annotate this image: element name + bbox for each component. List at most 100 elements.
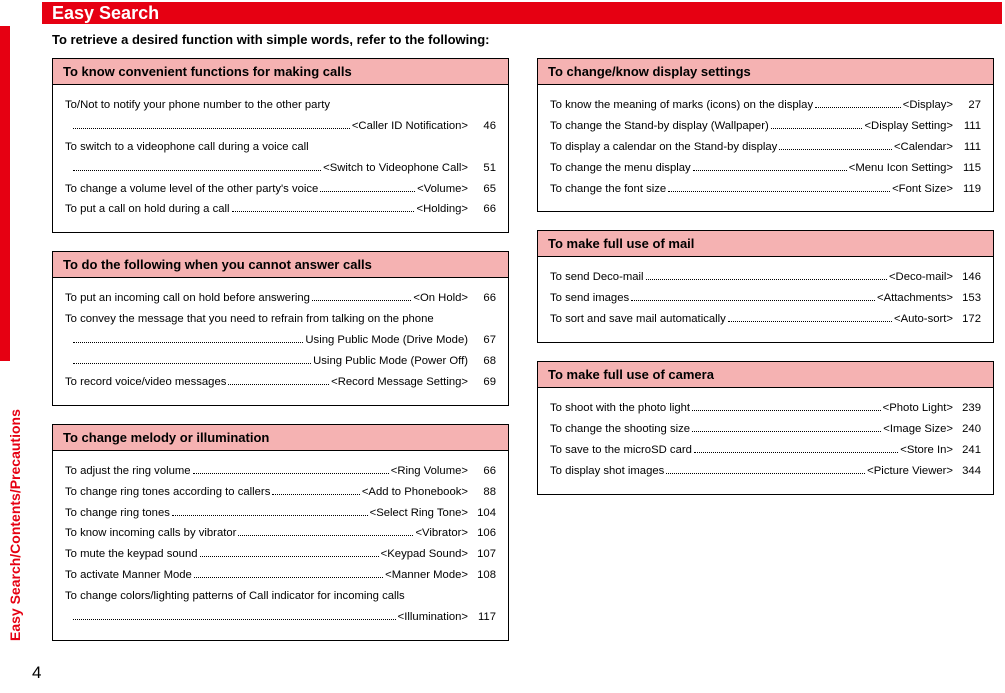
section-body: To adjust the ring volume <Ring Volume>6… xyxy=(53,451,508,640)
toc-ref: <Keypad Sound> xyxy=(381,544,468,565)
toc-row: <Caller ID Notification>46 xyxy=(65,116,496,137)
toc-text: To convey the message that you need to r… xyxy=(65,309,434,330)
page: Easy Search Easy Search/Contents/Precaut… xyxy=(0,0,1005,693)
toc-page: 241 xyxy=(955,440,981,461)
section-body: To send Deco-mail <Deco-mail>146To send … xyxy=(538,257,993,342)
section-body: To/Not to notify your phone number to th… xyxy=(53,85,508,232)
toc-page: 67 xyxy=(470,330,496,351)
toc-ref: <Illumination> xyxy=(398,607,468,628)
toc-page: 66 xyxy=(470,461,496,482)
toc-row: To know the meaning of marks (icons) on … xyxy=(550,95,981,116)
toc-row: To change the font size <Font Size>119 xyxy=(550,179,981,200)
toc-page: 68 xyxy=(470,351,496,372)
toc-dots xyxy=(693,170,847,171)
section-cannot-answer: To do the following when you cannot answ… xyxy=(52,251,509,405)
toc-page: 104 xyxy=(470,503,496,524)
toc-ref: <Switch to Videophone Call> xyxy=(323,158,468,179)
toc-dots xyxy=(73,170,321,171)
toc-dots xyxy=(815,107,901,108)
toc-page: 344 xyxy=(955,461,981,482)
toc-dots xyxy=(312,300,411,301)
toc-row: To change colors/lighting patterns of Ca… xyxy=(65,586,496,607)
toc-text: To change colors/lighting patterns of Ca… xyxy=(65,586,405,607)
toc-dots xyxy=(646,279,887,280)
toc-ref: <Attachments> xyxy=(877,288,953,309)
toc-row: To save to the microSD card <Store In>24… xyxy=(550,440,981,461)
toc-page: 115 xyxy=(955,158,981,179)
toc-row: To display shot images <Picture Viewer>3… xyxy=(550,461,981,482)
right-column: To change/know display settings To know … xyxy=(537,58,994,641)
page-header: Easy Search xyxy=(42,2,1002,24)
toc-row: To send images <Attachments>153 xyxy=(550,288,981,309)
section-body: To put an incoming call on hold before a… xyxy=(53,278,508,404)
toc-row: To change the Stand-by display (Wallpape… xyxy=(550,116,981,137)
toc-text: To save to the microSD card xyxy=(550,440,692,461)
toc-text: To sort and save mail automatically xyxy=(550,309,726,330)
toc-ref: <Picture Viewer> xyxy=(867,461,953,482)
toc-ref: <Volume> xyxy=(417,179,468,200)
toc-dots xyxy=(200,556,379,557)
section-mail: To make full use of mail To send Deco-ma… xyxy=(537,230,994,343)
toc-text: To change ring tones xyxy=(65,503,170,524)
side-tab-label: Easy Search/Contents/Precautions xyxy=(0,360,30,690)
toc-ref: <Display Setting> xyxy=(864,116,953,137)
toc-ref: <Calendar> xyxy=(894,137,953,158)
toc-row: <Switch to Videophone Call>51 xyxy=(65,158,496,179)
page-header-title: Easy Search xyxy=(52,3,159,23)
toc-dots xyxy=(728,321,892,322)
toc-row: To change ring tones according to caller… xyxy=(65,482,496,503)
toc-ref: <Display> xyxy=(903,95,953,116)
toc-page: 65 xyxy=(470,179,496,200)
toc-ref: <Record Message Setting> xyxy=(331,372,468,393)
toc-text: To send images xyxy=(550,288,629,309)
toc-dots xyxy=(73,363,311,364)
toc-ref: Using Public Mode (Power Off) xyxy=(313,351,468,372)
toc-dots xyxy=(666,473,865,474)
toc-text: To put an incoming call on hold before a… xyxy=(65,288,310,309)
toc-row: To change the shooting size <Image Size>… xyxy=(550,419,981,440)
toc-ref: <Select Ring Tone> xyxy=(370,503,468,524)
toc-text: To mute the keypad sound xyxy=(65,544,198,565)
left-column: To know convenient functions for making … xyxy=(52,58,509,641)
page-number: 4 xyxy=(32,663,41,683)
toc-dots xyxy=(172,515,368,516)
toc-ref: <Image Size> xyxy=(883,419,953,440)
toc-text: To change the shooting size xyxy=(550,419,690,440)
toc-page: 51 xyxy=(470,158,496,179)
toc-dots xyxy=(73,619,396,620)
section-body: To know the meaning of marks (icons) on … xyxy=(538,85,993,211)
toc-row: To send Deco-mail <Deco-mail>146 xyxy=(550,267,981,288)
toc-page: 117 xyxy=(470,607,496,628)
toc-row: To display a calendar on the Stand-by di… xyxy=(550,137,981,158)
toc-page: 146 xyxy=(955,267,981,288)
toc-ref: <Menu Icon Setting> xyxy=(849,158,953,179)
toc-text: To adjust the ring volume xyxy=(65,461,191,482)
toc-ref: <Deco-mail> xyxy=(889,267,953,288)
toc-ref: <Auto-sort> xyxy=(894,309,953,330)
toc-dots xyxy=(194,577,383,578)
toc-dots xyxy=(779,149,892,150)
toc-ref: <Font Size> xyxy=(892,179,953,200)
toc-text: To know the meaning of marks (icons) on … xyxy=(550,95,813,116)
toc-ref: <Store In> xyxy=(900,440,953,461)
section-camera: To make full use of camera To shoot with… xyxy=(537,361,994,495)
toc-row: To activate Manner Mode <Manner Mode>108 xyxy=(65,565,496,586)
toc-text: To put a call on hold during a call xyxy=(65,199,230,220)
toc-row: Using Public Mode (Power Off)68 xyxy=(65,351,496,372)
toc-page: 239 xyxy=(955,398,981,419)
toc-row: To change the menu display <Menu Icon Se… xyxy=(550,158,981,179)
toc-dots xyxy=(631,300,875,301)
toc-ref: <Manner Mode> xyxy=(385,565,468,586)
toc-ref: <Add to Phonebook> xyxy=(362,482,468,503)
toc-text: To change the font size xyxy=(550,179,666,200)
toc-row: Using Public Mode (Drive Mode)67 xyxy=(65,330,496,351)
toc-dots xyxy=(694,452,898,453)
toc-row: To know incoming calls by vibrator <Vibr… xyxy=(65,523,496,544)
toc-ref: <On Hold> xyxy=(413,288,468,309)
toc-page: 27 xyxy=(955,95,981,116)
section-heading: To make full use of mail xyxy=(538,231,993,257)
toc-page: 66 xyxy=(470,199,496,220)
toc-text: To change the menu display xyxy=(550,158,691,179)
toc-dots xyxy=(232,211,415,212)
toc-dots xyxy=(228,384,329,385)
